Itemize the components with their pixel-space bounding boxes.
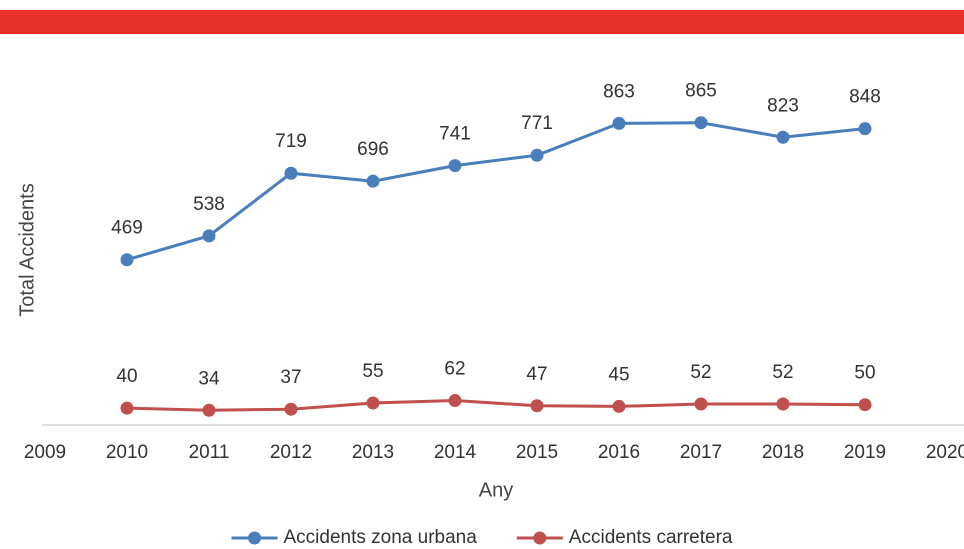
x-tick-label: 2013 bbox=[352, 442, 394, 463]
data-label: 37 bbox=[280, 367, 301, 388]
data-label: 52 bbox=[772, 362, 793, 383]
x-tick-label: 2014 bbox=[434, 442, 477, 463]
data-point bbox=[776, 130, 790, 144]
data-label: 55 bbox=[362, 361, 383, 382]
legend-marker bbox=[248, 531, 262, 545]
series-line bbox=[126, 399, 866, 412]
data-point bbox=[612, 116, 626, 130]
x-tick-label: 2020 bbox=[926, 442, 964, 463]
data-label: 45 bbox=[608, 364, 629, 385]
data-point bbox=[694, 397, 708, 411]
data-point bbox=[612, 399, 626, 413]
x-tick-label: 2019 bbox=[844, 442, 886, 463]
data-point bbox=[448, 159, 462, 173]
data-point bbox=[202, 229, 216, 243]
data-label: 741 bbox=[439, 124, 471, 145]
x-tick-label: 2018 bbox=[762, 442, 804, 463]
data-point bbox=[530, 399, 544, 413]
x-tick-label: 2012 bbox=[270, 442, 312, 463]
data-label: 823 bbox=[767, 95, 799, 116]
data-point bbox=[366, 174, 380, 188]
data-label: 52 bbox=[690, 362, 711, 383]
x-tick-label: 2016 bbox=[598, 442, 640, 463]
data-label: 62 bbox=[444, 359, 465, 380]
data-point bbox=[120, 401, 134, 415]
data-label: 865 bbox=[685, 81, 717, 102]
data-point bbox=[366, 396, 380, 410]
data-label: 47 bbox=[526, 364, 547, 385]
data-label: 719 bbox=[275, 131, 307, 152]
x-axis-title: Any bbox=[479, 479, 513, 501]
x-tick-label: 2015 bbox=[516, 442, 558, 463]
data-point bbox=[284, 166, 298, 180]
header-bar bbox=[0, 10, 964, 34]
x-tick-label: 2017 bbox=[680, 442, 722, 463]
data-label: 34 bbox=[198, 368, 220, 389]
legend-label: Accidents zona urbana bbox=[284, 527, 478, 548]
legend-marker bbox=[533, 531, 547, 545]
x-tick-label: 2010 bbox=[106, 442, 148, 463]
data-point bbox=[858, 122, 872, 136]
data-point bbox=[284, 402, 298, 416]
data-label: 848 bbox=[849, 87, 881, 108]
data-point bbox=[694, 116, 708, 130]
data-point bbox=[530, 148, 544, 162]
x-tick-label: 2009 bbox=[24, 442, 66, 463]
legend-label: Accidents carretera bbox=[569, 527, 733, 548]
data-label: 863 bbox=[603, 81, 635, 102]
data-label: 469 bbox=[111, 218, 143, 239]
data-point bbox=[120, 253, 134, 267]
data-point bbox=[776, 397, 790, 411]
data-point bbox=[858, 398, 872, 412]
data-label: 771 bbox=[521, 113, 553, 134]
data-label: 696 bbox=[357, 139, 389, 160]
data-point bbox=[202, 403, 216, 417]
data-label: 50 bbox=[854, 363, 875, 384]
data-label: 538 bbox=[193, 194, 225, 215]
data-label: 40 bbox=[116, 366, 137, 387]
series-line bbox=[126, 121, 866, 262]
y-axis-title: Total Accidents bbox=[16, 183, 38, 316]
data-point bbox=[448, 394, 462, 408]
x-tick-label: 2011 bbox=[189, 442, 230, 463]
